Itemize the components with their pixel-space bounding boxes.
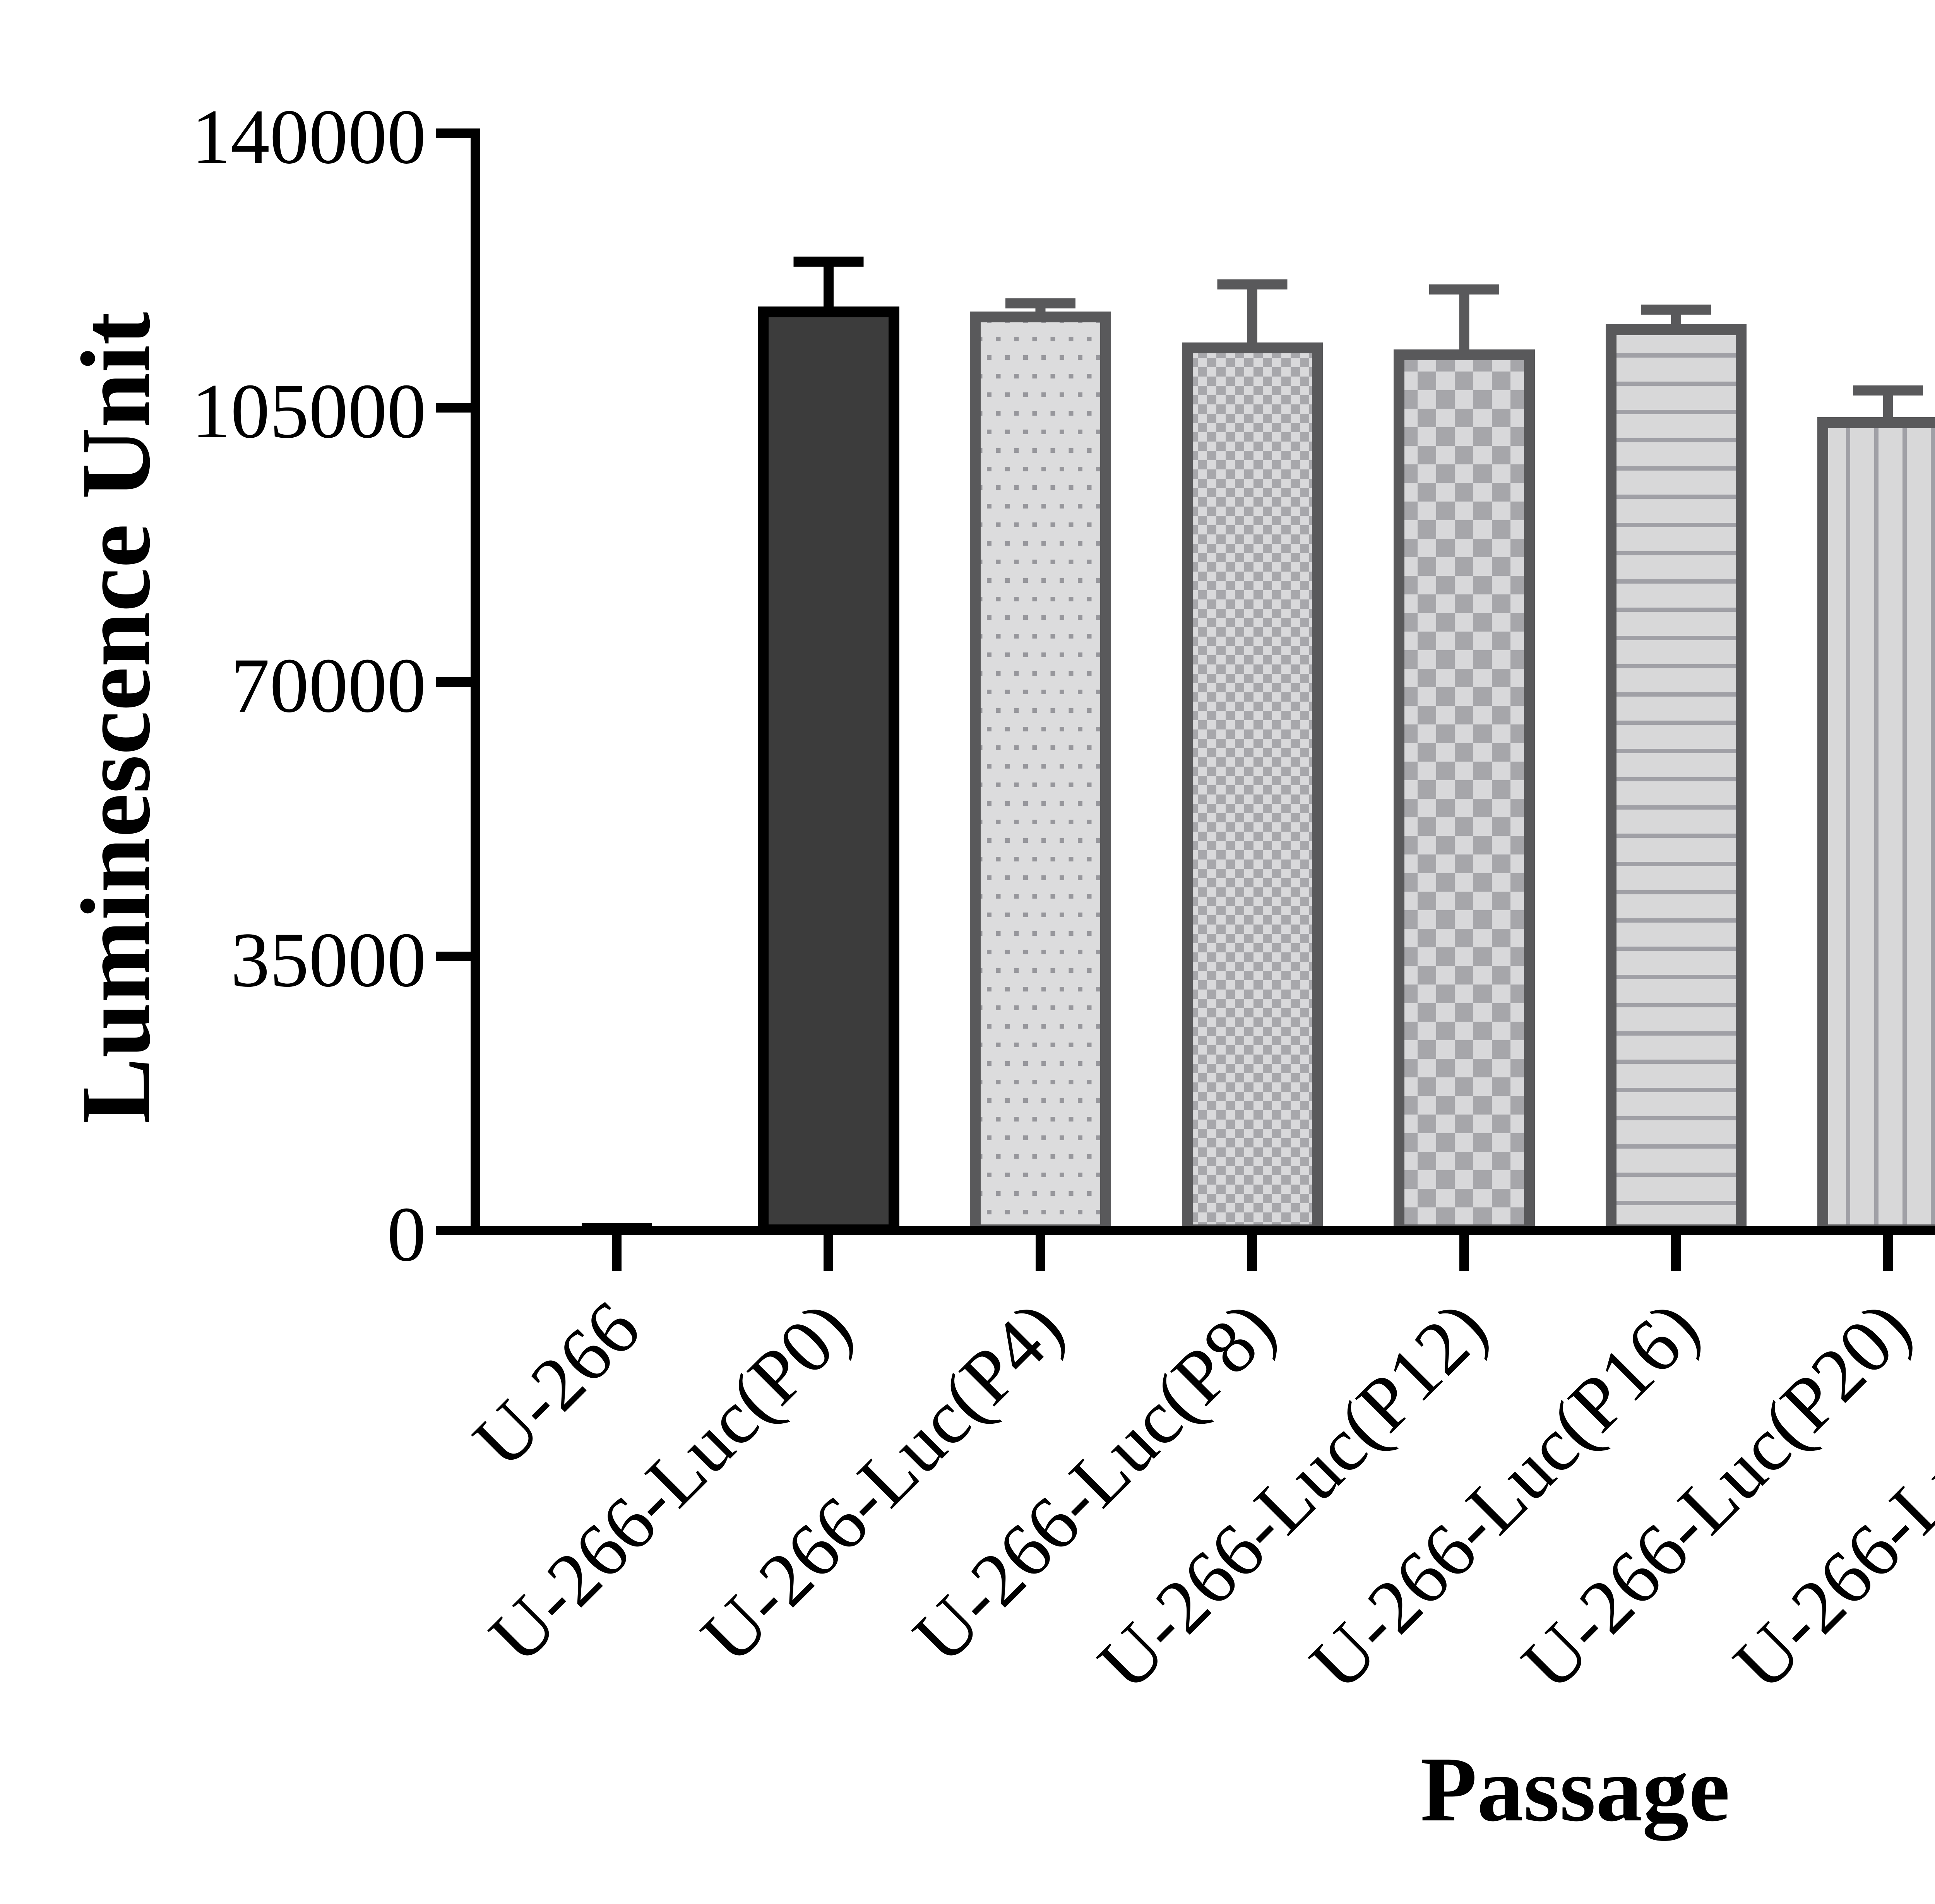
svg-text:105000: 105000 bbox=[192, 368, 426, 454]
svg-text:Luminescence Unit: Luminescence Unit bbox=[61, 312, 171, 1124]
svg-text:0: 0 bbox=[387, 1191, 426, 1277]
svg-text:35000: 35000 bbox=[231, 916, 426, 1003]
svg-text:140000: 140000 bbox=[192, 93, 426, 180]
svg-text:Passage: Passage bbox=[1420, 1738, 1730, 1841]
svg-text:70000: 70000 bbox=[231, 642, 426, 729]
